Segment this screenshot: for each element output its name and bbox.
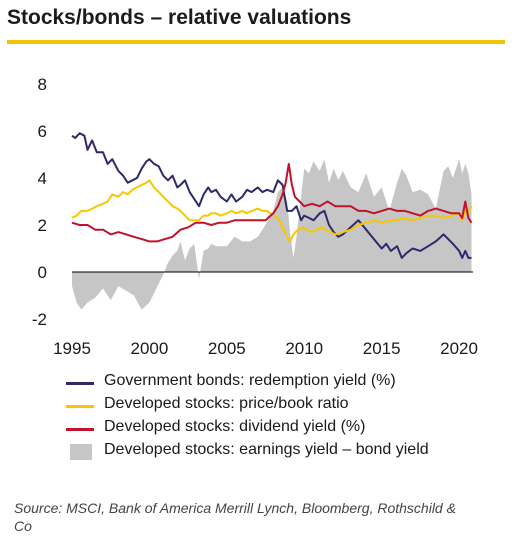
y-tick-label: 0: [38, 263, 47, 282]
x-tick-label: 2020: [440, 339, 478, 358]
axis-layer: -2 0 2 4 6 8 1995 2000 2005 2010 2015 2020: [32, 75, 478, 358]
title-underline: [7, 40, 505, 44]
source-note: Source: MSCI, Bank of America Merrill Ly…: [14, 500, 456, 534]
legend-label-dividend-yield: Developed stocks: dividend yield (%): [104, 418, 366, 435]
series-line-developed-stocks-dividend-yield: [71, 162, 473, 243]
earnings-gap-swatch: [70, 444, 92, 460]
y-tick-label: 8: [38, 75, 47, 94]
x-tick-label: 2010: [285, 339, 323, 358]
series-line-government-bonds-redemption-yield: [71, 132, 472, 259]
gov-bonds-swatch: [66, 382, 94, 385]
legend-label-price-book: Developed stocks: price/book ratio: [104, 395, 349, 412]
series-line-developed-stocks-price-book-ratio: [71, 179, 473, 243]
chart-title: Stocks/bonds – relative valuations: [7, 6, 352, 29]
x-tick-label: 2000: [130, 339, 168, 358]
y-tick-label: 6: [38, 122, 47, 141]
legend-label-gov-bonds: Government bonds: redemption yield (%): [104, 372, 396, 389]
dividend-yield-swatch: [66, 428, 94, 431]
legend-label-earnings-gap: Developed stocks: earnings yield – bond …: [104, 441, 429, 458]
y-tick-label: 2: [38, 216, 47, 235]
series-area-developed-stocks-earnings-yield-bond-yield: [72, 159, 472, 310]
x-tick-label: 2005: [208, 339, 246, 358]
earnings-gap-area-layer: [72, 159, 472, 310]
x-tick-label: 1995: [53, 339, 91, 358]
series-lines-layer: [71, 132, 473, 259]
y-tick-label: 4: [38, 169, 47, 188]
price-book-swatch: [66, 405, 94, 408]
y-tick-label: -2: [32, 310, 47, 329]
chart: -2 0 2 4 6 8 1995 2000 2005 2010 2015 2020: [32, 75, 478, 358]
x-tick-label: 2015: [363, 339, 401, 358]
